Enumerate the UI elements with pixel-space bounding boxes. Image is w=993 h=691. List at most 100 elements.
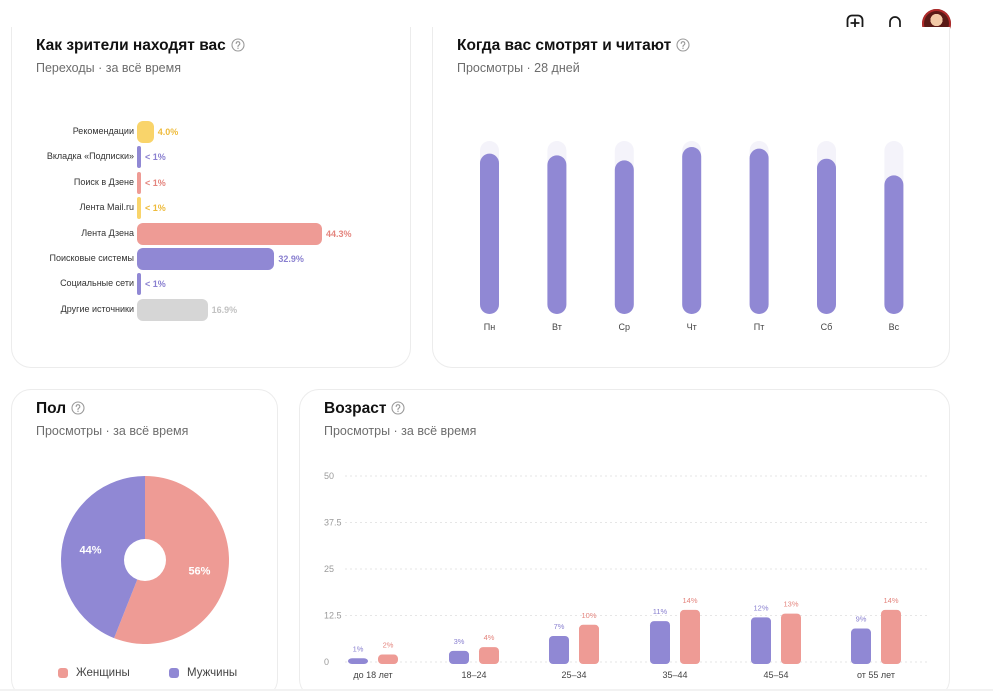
weekday-bar[interactable] <box>480 153 499 314</box>
source-bar[interactable] <box>137 273 141 296</box>
age-tick-label: от 55 лет <box>857 670 895 680</box>
gender-card: Пол Просмотры · за всё время 56% 44% Женщ… <box>11 389 278 691</box>
weekday-tick-label: Вс <box>889 322 900 332</box>
source-value: 32.9% <box>278 254 304 264</box>
bottom-divider <box>0 689 993 691</box>
days-title: Когда вас смотрят и читают <box>457 37 690 57</box>
pie-slice[interactable] <box>60 476 145 639</box>
source-label: Вкладка «Подписки» <box>46 151 134 162</box>
help-icon[interactable] <box>391 401 406 420</box>
weekday-bar[interactable] <box>884 175 904 314</box>
weekday-tick-label: Вт <box>552 322 562 332</box>
source-bar[interactable] <box>137 171 141 194</box>
y-tick-label: 12.5 <box>324 611 342 621</box>
pie-value-label: 44% <box>80 545 102 557</box>
source-bar[interactable] <box>137 222 322 245</box>
weekday-tick-label: Ср <box>619 322 631 332</box>
sources-title: Как зрители находят вас <box>36 37 245 57</box>
age-card: Возраст Просмотры · за всё время 0 12.5 25… <box>299 389 950 691</box>
source-label: Социальные сети <box>60 278 134 289</box>
source-label: Поисковые системы <box>49 253 134 263</box>
age-tick-label: 35–44 <box>662 670 687 680</box>
source-label: Другие источники <box>60 303 134 314</box>
legend-swatch <box>169 668 179 678</box>
source-label: Лента Mail.ru <box>79 202 134 213</box>
age-value-label: 14% <box>682 596 697 605</box>
days-subtitle: Просмотры · 28 дней <box>457 61 580 75</box>
age-bar-women[interactable] <box>781 613 801 664</box>
source-value: < 1% <box>145 177 166 188</box>
age-value-label: 1% <box>353 644 364 653</box>
donut-hole <box>124 539 166 581</box>
age-value-label: 11% <box>653 607 668 616</box>
age-tick-label: 25–34 <box>561 670 586 680</box>
legend-swatch <box>58 668 68 678</box>
help-icon[interactable] <box>71 401 85 420</box>
age-value-label: 13% <box>783 600 798 609</box>
age-bar-men[interactable] <box>851 628 871 664</box>
age-bar-men[interactable] <box>549 635 569 664</box>
y-tick-label: 50 <box>324 471 334 481</box>
age-value-label: 2% <box>383 641 394 650</box>
source-label: Поиск в Дзене <box>73 176 134 187</box>
age-value-label: 7% <box>554 622 565 631</box>
source-bar[interactable] <box>137 146 141 169</box>
age-value-label: 14% <box>883 596 898 605</box>
age-tick-label: 18–24 <box>461 670 486 680</box>
pie-value-label: 56% <box>188 565 210 577</box>
source-value: 4.0% <box>157 127 179 137</box>
age-bar-women[interactable] <box>881 609 901 664</box>
age-bar-women[interactable] <box>680 609 700 664</box>
source-value: < 1% <box>145 203 166 214</box>
pie-slice[interactable] <box>114 476 229 644</box>
source-bar[interactable] <box>137 197 141 220</box>
weekday-tick-label: Чт <box>687 322 697 332</box>
age-bar-men[interactable] <box>650 621 670 664</box>
age-bar-women[interactable] <box>378 654 398 664</box>
legend-women: Женщины <box>58 667 130 679</box>
weekday-tick-label: Пн <box>484 322 495 332</box>
age-title: Возраст <box>324 400 406 420</box>
y-tick-label: 0 <box>324 657 329 667</box>
weekday-bar[interactable] <box>817 158 836 314</box>
weekday-views-card: Когда вас смотрят и читают Просмотры · 2… <box>432 27 950 368</box>
weekday-tick-label: Пт <box>754 322 765 332</box>
age-bar-men[interactable] <box>348 658 368 664</box>
source-bar[interactable] <box>137 248 275 270</box>
weekday-bar[interactable] <box>614 160 634 314</box>
y-tick-label: 25 <box>324 564 334 574</box>
age-value-label: 10% <box>581 611 596 620</box>
age-chart: 0 12.5 25 37.5 50 1% 2% до 18 лет 3% 4% 18–24 7% 10%… <box>324 471 930 680</box>
source-label: Рекомендации <box>72 126 134 136</box>
weekday-chart: Пн Вт Ср Чт Пт Сб Вс <box>480 141 904 332</box>
age-value-label: 4% <box>484 633 495 642</box>
age-subtitle: Просмотры · за всё время <box>324 424 477 438</box>
weekday-bar[interactable] <box>749 148 769 314</box>
gender-title: Пол <box>36 400 85 420</box>
source-label: Лента Дзена <box>81 227 134 238</box>
source-bar[interactable] <box>137 121 154 143</box>
source-value: 16.9% <box>211 304 238 315</box>
weekday-tick-label: Сб <box>821 322 833 332</box>
sources-subtitle: Переходы · за всё время <box>36 61 181 75</box>
age-tick-label: 45–54 <box>763 670 788 680</box>
legend-men: Мужчины <box>169 667 237 679</box>
age-tick-label: до 18 лет <box>353 670 392 680</box>
age-bar-women[interactable] <box>579 624 599 664</box>
weekday-bar[interactable] <box>547 155 567 314</box>
gender-pie-chart: 56% 44% <box>60 476 229 644</box>
help-icon[interactable] <box>676 38 690 57</box>
source-value: < 1% <box>145 279 166 290</box>
help-icon[interactable] <box>231 38 245 57</box>
source-bar[interactable] <box>137 298 208 321</box>
source-value: < 1% <box>145 152 166 163</box>
age-bar-men[interactable] <box>751 617 771 664</box>
age-value-label: 9% <box>856 615 867 624</box>
gender-subtitle: Просмотры · за всё время <box>36 424 189 438</box>
age-bar-men[interactable] <box>449 650 469 664</box>
source-value: 44.3% <box>326 228 352 239</box>
age-bar-women[interactable] <box>479 647 499 664</box>
weekday-bar[interactable] <box>682 147 702 314</box>
traffic-sources-card: Как зрители находят вас Переходы · за вс… <box>11 27 411 368</box>
y-tick-label: 37.5 <box>324 518 342 528</box>
